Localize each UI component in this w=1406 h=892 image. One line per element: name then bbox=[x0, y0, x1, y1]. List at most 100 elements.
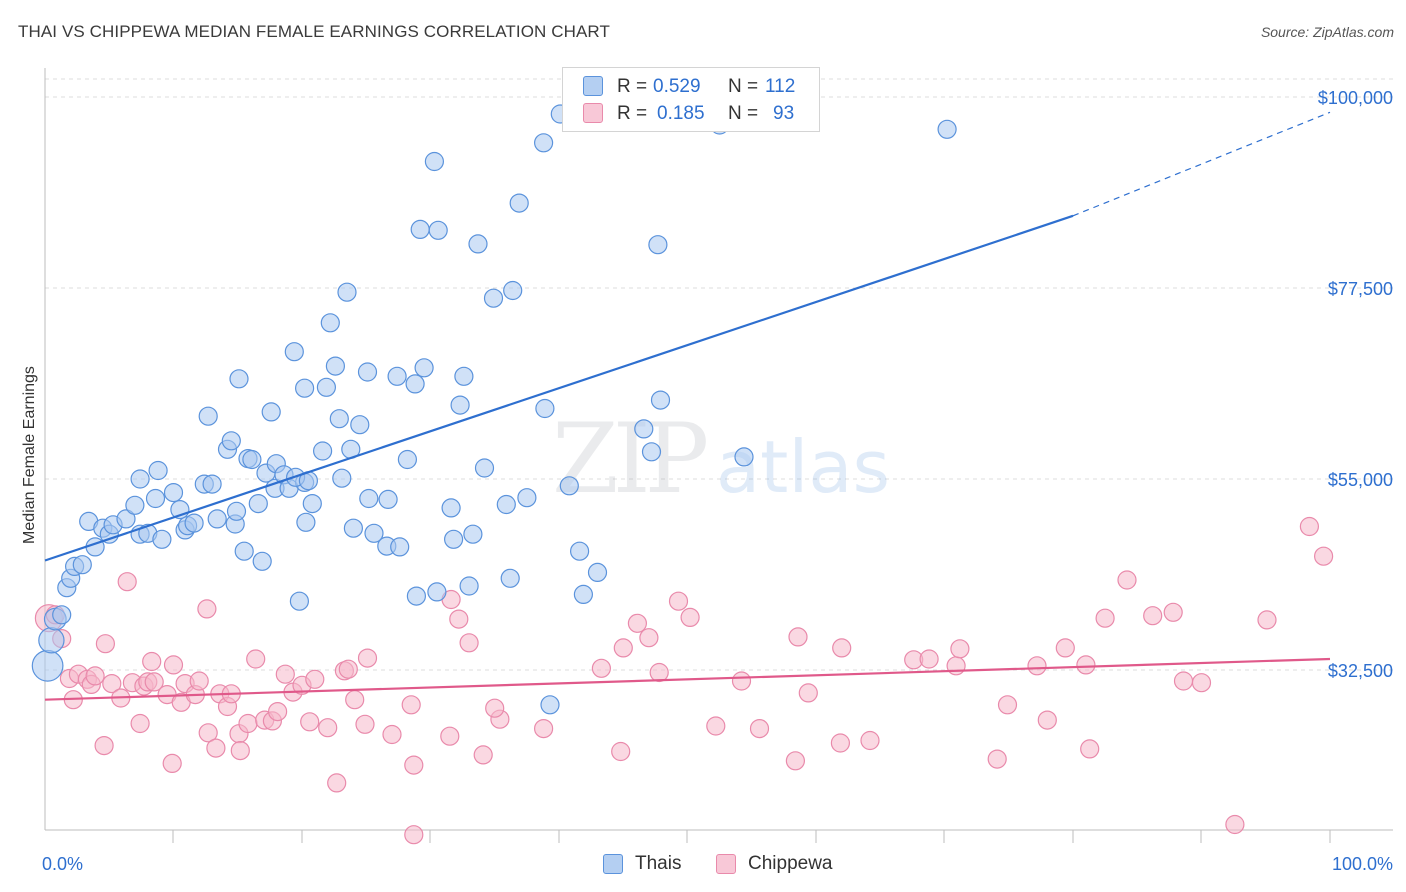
thais-point bbox=[517, 488, 537, 508]
thais-point bbox=[296, 512, 316, 532]
chippewa-point bbox=[830, 733, 851, 753]
chippewa-point bbox=[731, 671, 752, 691]
chippewa-point bbox=[345, 690, 365, 710]
chippewa-point bbox=[611, 741, 631, 762]
chippewa-point bbox=[1037, 710, 1057, 730]
r-label: R = bbox=[617, 76, 648, 97]
source-label: Source: ZipAtlas.com bbox=[1260, 24, 1394, 40]
thais-point bbox=[734, 447, 754, 467]
thais-point bbox=[184, 513, 204, 533]
r-value: 0.185 bbox=[657, 103, 705, 124]
thais-point bbox=[474, 458, 495, 478]
thais-point bbox=[359, 488, 379, 509]
x-tick-label-left: 0.0% bbox=[42, 854, 83, 874]
chippewa-point bbox=[268, 701, 288, 722]
chippewa-point bbox=[1143, 606, 1163, 626]
chippewa-point bbox=[485, 698, 505, 718]
thais-point bbox=[648, 235, 668, 255]
thais-point bbox=[444, 529, 464, 549]
y-axis-label: Median Female Earnings bbox=[21, 366, 38, 544]
chippewa-point bbox=[1225, 814, 1245, 835]
thais-point bbox=[650, 390, 671, 410]
thais-point bbox=[226, 501, 247, 521]
chippewa-point bbox=[639, 628, 659, 648]
thais-swatch bbox=[583, 76, 603, 96]
watermark-zip: ZIP bbox=[552, 403, 707, 515]
y-tick-label: $77,500 bbox=[1328, 279, 1393, 299]
thais-point bbox=[569, 541, 590, 561]
chippewa-point bbox=[163, 655, 184, 675]
thais-point bbox=[390, 537, 410, 557]
legend-label-thais: Thais bbox=[635, 853, 682, 874]
chippewa-point bbox=[206, 738, 226, 758]
chippewa-point bbox=[85, 666, 105, 686]
thais-point bbox=[52, 605, 72, 625]
chippewa-point bbox=[94, 735, 114, 756]
thais-point bbox=[509, 193, 529, 213]
thais-point bbox=[31, 649, 64, 682]
chippewa-point bbox=[189, 671, 209, 691]
thais-point bbox=[163, 483, 184, 503]
thais-point bbox=[350, 415, 370, 435]
chippewa-swatch bbox=[583, 103, 603, 123]
chippewa-point bbox=[459, 633, 479, 653]
thais-point bbox=[387, 366, 407, 386]
thais-point bbox=[357, 362, 378, 382]
thais-points bbox=[31, 102, 957, 715]
thais-point bbox=[125, 495, 145, 515]
chippewa-point bbox=[238, 713, 258, 734]
r-value: 0.529 bbox=[653, 76, 701, 97]
chippewa-point bbox=[102, 673, 122, 694]
chippewa-point bbox=[142, 651, 162, 672]
chippewa-point bbox=[449, 609, 469, 629]
chippewa-point bbox=[1095, 608, 1115, 628]
y-tick-label: $100,000 bbox=[1318, 88, 1393, 108]
thais-point bbox=[503, 280, 523, 301]
thais-point bbox=[198, 406, 218, 426]
n-label: N = bbox=[728, 103, 759, 124]
chippewa-point bbox=[144, 672, 164, 692]
thais-point bbox=[289, 591, 309, 611]
chippewa-point bbox=[95, 634, 116, 654]
watermark: ZIP atlas bbox=[552, 403, 890, 515]
chippewa-point bbox=[950, 639, 970, 659]
chippewa-point bbox=[1055, 638, 1075, 658]
chippewa-point bbox=[649, 662, 669, 683]
thais-point bbox=[414, 358, 434, 378]
thais-point bbox=[152, 529, 172, 549]
thais-point bbox=[116, 509, 136, 529]
chippewa-point bbox=[1080, 739, 1100, 759]
y-tick-label: $32,500 bbox=[1328, 661, 1393, 681]
chippewa-point bbox=[1299, 516, 1320, 537]
chippewa-point bbox=[162, 753, 182, 774]
thais-point bbox=[248, 494, 268, 514]
chippewa-point bbox=[275, 664, 295, 684]
thais-point bbox=[252, 551, 272, 571]
chippewa-point bbox=[382, 724, 402, 745]
thais-point bbox=[427, 582, 447, 602]
thais-point bbox=[332, 468, 352, 488]
thais-point bbox=[424, 151, 444, 172]
thais-point bbox=[378, 489, 398, 509]
thais-point bbox=[634, 419, 654, 439]
thais-point bbox=[130, 469, 150, 489]
thais-point bbox=[535, 398, 555, 419]
chippewa-point bbox=[327, 773, 347, 793]
chippewa-points bbox=[34, 516, 1334, 845]
chippewa-trend-line bbox=[44, 657, 1331, 701]
thais-point bbox=[397, 449, 417, 470]
chippewa-point bbox=[997, 695, 1018, 715]
chippewa-point bbox=[355, 714, 375, 734]
chippewa-point bbox=[533, 718, 554, 739]
thais-point bbox=[320, 313, 340, 333]
chippewa-point bbox=[230, 740, 250, 761]
thais-point bbox=[428, 220, 448, 240]
chart-title: THAI VS CHIPPEWA MEDIAN FEMALE EARNINGS … bbox=[18, 22, 610, 41]
thais-point bbox=[463, 524, 483, 544]
thais-point bbox=[559, 476, 579, 496]
thais-swatch bbox=[603, 854, 623, 874]
thais-point bbox=[221, 431, 241, 451]
r-label: R = bbox=[617, 103, 648, 124]
thais-point bbox=[295, 378, 315, 398]
